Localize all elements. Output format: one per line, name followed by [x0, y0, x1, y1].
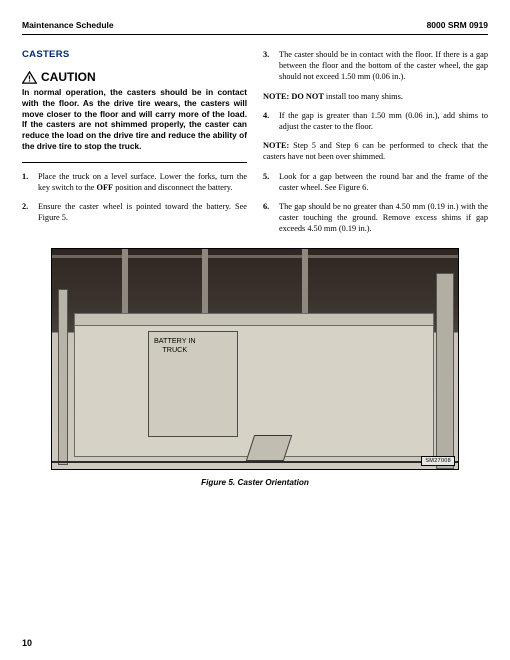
page-number: 10: [22, 638, 32, 648]
step-5: 5. Look for a gap between the round bar …: [263, 171, 488, 193]
step-2: 2. Ensure the caster wheel is pointed to…: [22, 201, 247, 223]
header-right: 8000 SRM 0919: [427, 20, 488, 30]
step-num: 3.: [263, 49, 272, 83]
step-num: 4.: [263, 110, 272, 132]
warning-triangle-icon: [22, 71, 37, 84]
figure-5: BATTERY IN TRUCK SM27008 Figure 5. Caste…: [22, 248, 488, 487]
left-column: CASTERS CAUTION In normal operation, the…: [22, 49, 247, 242]
note-tail: install too many shims.: [324, 92, 403, 101]
header-rule: [22, 34, 488, 35]
image-code: SM27008: [421, 456, 455, 466]
note-1: NOTE: DO NOT install too many shims.: [263, 91, 488, 102]
note-tail: Step 5 and Step 6 can be performed to ch…: [263, 141, 488, 161]
step-num: 6.: [263, 201, 272, 235]
step-num: 2.: [22, 201, 31, 223]
caution-body: In normal operation, the casters should …: [22, 87, 247, 152]
step-text: The caster should be in contact with the…: [279, 49, 488, 83]
content-columns: CASTERS CAUTION In normal operation, the…: [22, 49, 488, 242]
photo-battery-label: BATTERY IN TRUCK: [154, 337, 196, 354]
battery-label-line2: TRUCK: [162, 345, 187, 354]
step-text: Place the truck on a level surface. Lowe…: [38, 171, 247, 193]
step-text: Look for a gap between the round bar and…: [279, 171, 488, 193]
step-1: 1. Place the truck on a level surface. L…: [22, 171, 247, 193]
page-header: Maintenance Schedule 8000 SRM 0919: [22, 20, 488, 30]
photo-floor: [52, 461, 458, 463]
step-4: 4. If the gap is greater than 1.50 mm (0…: [263, 110, 488, 132]
step-text-pre: Ensure the caster wheel is pointed towar…: [38, 202, 247, 222]
step-text: Ensure the caster wheel is pointed towar…: [38, 201, 247, 223]
figure-caption: Figure 5. Caster Orientation: [22, 478, 488, 487]
step-num: 1.: [22, 171, 31, 193]
caution-heading: CAUTION: [22, 70, 247, 84]
step-text: If the gap is greater than 1.50 mm (0.06…: [279, 110, 488, 132]
photo-mast-left: [58, 289, 68, 465]
note-head: NOTE:: [263, 141, 289, 150]
right-column: 3. The caster should be in contact with …: [263, 49, 488, 242]
step-text-bold: OFF: [97, 183, 114, 192]
section-title: CASTERS: [22, 49, 247, 60]
caution-label: CAUTION: [41, 70, 96, 84]
note-head: NOTE: DO NOT: [263, 92, 324, 101]
step-text-post: position and disconnect the battery.: [113, 183, 232, 192]
step-6: 6. The gap should be no greater than 4.5…: [263, 201, 488, 235]
header-left: Maintenance Schedule: [22, 20, 114, 30]
note-2: NOTE: Step 5 and Step 6 can be performed…: [263, 140, 488, 162]
step-num: 5.: [263, 171, 272, 193]
photo-mast-right: [436, 273, 454, 469]
step-3: 3. The caster should be in contact with …: [263, 49, 488, 83]
left-col-rule: [22, 162, 247, 163]
step-text: The gap should be no greater than 4.50 m…: [279, 201, 488, 235]
photo-ceiling: [52, 255, 458, 258]
figure-image: BATTERY IN TRUCK SM27008: [51, 248, 459, 470]
